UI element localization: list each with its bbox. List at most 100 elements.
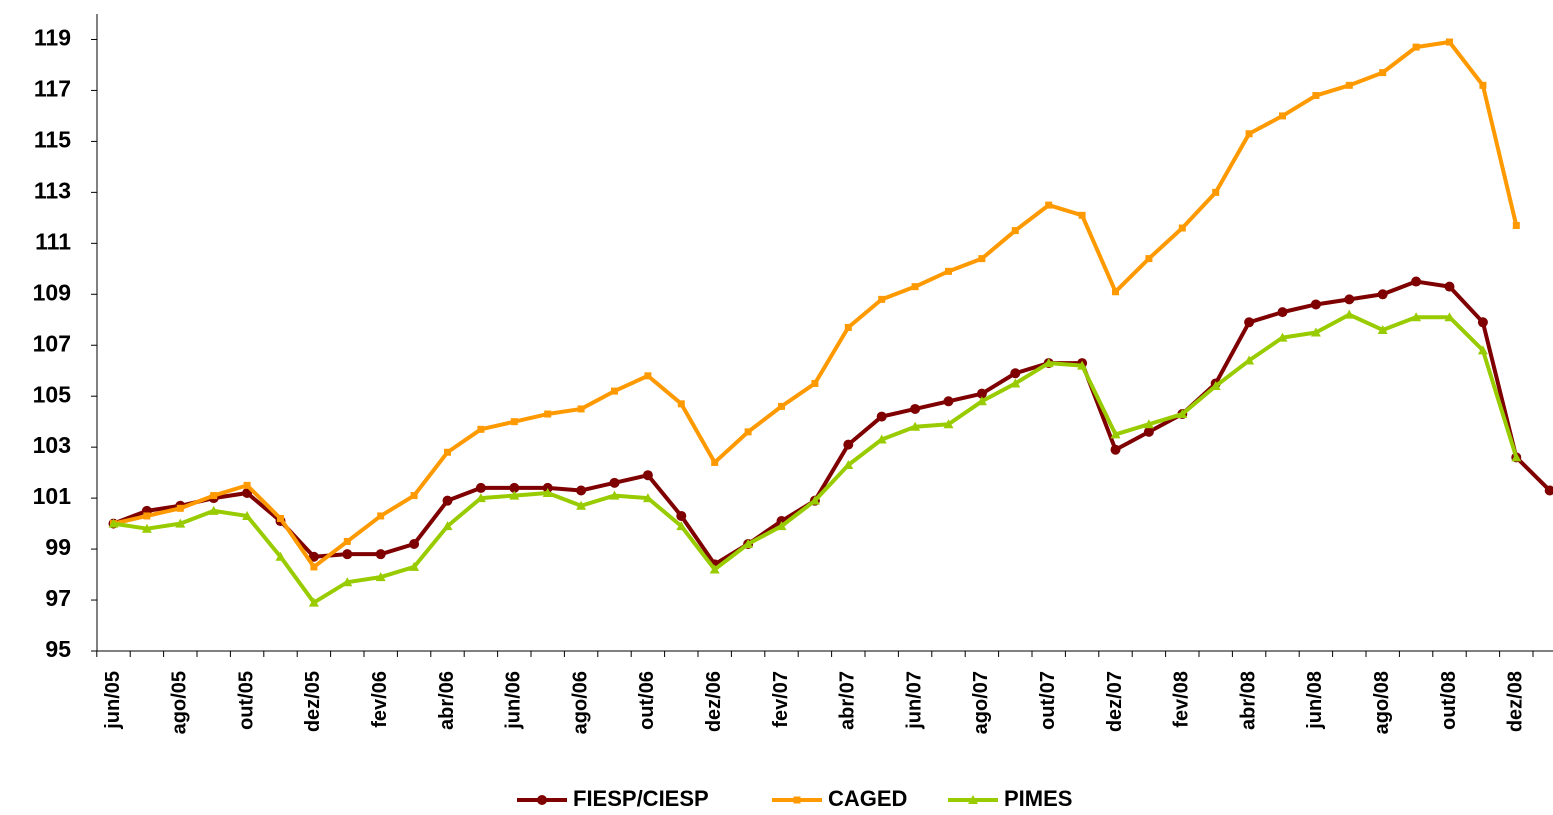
data-point	[477, 425, 485, 433]
data-point	[108, 518, 119, 528]
legend-label: FIESP/CIESP	[573, 786, 709, 811]
x-tick-label: jun/07	[903, 671, 925, 730]
data-point	[409, 561, 420, 571]
data-point	[644, 372, 652, 380]
data-point	[377, 512, 385, 520]
y-tick-label: 109	[33, 279, 71, 305]
data-point	[1377, 324, 1388, 334]
x-tick-label: jun/06	[503, 671, 525, 730]
data-point	[642, 493, 653, 503]
data-point	[243, 481, 251, 489]
x-tick-label: dez/06	[703, 671, 725, 732]
data-point	[1177, 409, 1188, 419]
data-point	[843, 459, 854, 469]
data-point	[1411, 312, 1422, 322]
y-tick-label: 105	[33, 381, 72, 407]
data-point	[210, 492, 218, 500]
data-point	[878, 295, 886, 303]
data-point	[978, 255, 986, 263]
data-point	[1110, 429, 1121, 439]
data-point	[1210, 381, 1221, 391]
data-point	[976, 396, 987, 406]
data-point	[308, 551, 319, 562]
data-point	[1212, 188, 1220, 196]
data-point	[1477, 345, 1488, 355]
data-point	[577, 405, 585, 413]
legend-marker	[793, 796, 801, 804]
data-point	[442, 495, 453, 506]
data-point	[811, 379, 819, 387]
data-point	[410, 492, 418, 500]
legend-marker	[968, 795, 978, 804]
data-point	[1244, 355, 1255, 365]
x-tick-label: ago/06	[569, 671, 591, 734]
data-point	[1112, 288, 1119, 296]
data-point	[1412, 43, 1420, 51]
y-tick-label: 119	[34, 25, 71, 51]
data-point	[1479, 81, 1487, 89]
data-point	[1145, 255, 1153, 263]
data-point	[1244, 317, 1255, 328]
data-point	[1379, 69, 1387, 77]
data-point	[1310, 299, 1321, 310]
data-point	[1245, 130, 1253, 138]
data-point	[676, 521, 687, 531]
data-point	[677, 400, 685, 408]
series-line	[113, 40, 1519, 569]
data-point	[1010, 378, 1021, 388]
data-point	[308, 597, 319, 607]
x-tick-label: abr/08	[1237, 671, 1259, 730]
data-point	[809, 495, 820, 505]
data-point	[542, 488, 553, 498]
x-tick-label: out/07	[1037, 671, 1059, 730]
data-point	[676, 510, 687, 521]
data-point	[743, 538, 754, 548]
data-point	[911, 283, 919, 291]
data-point	[843, 439, 854, 450]
data-point	[1444, 281, 1455, 292]
data-point	[876, 434, 887, 444]
data-point	[1511, 452, 1522, 462]
data-point	[844, 323, 852, 331]
data-point	[1345, 81, 1353, 89]
data-point	[1077, 360, 1088, 370]
data-point	[1377, 289, 1388, 300]
data-point	[342, 577, 353, 587]
data-point	[609, 477, 620, 488]
x-tick-label: out/05	[235, 671, 257, 730]
x-tick-label: fev/08	[1171, 671, 1193, 728]
data-point	[910, 403, 921, 414]
data-point	[1279, 112, 1286, 120]
data-point	[1045, 201, 1053, 209]
data-point	[910, 421, 921, 431]
data-point	[444, 448, 451, 456]
data-point	[776, 521, 787, 531]
y-tick-label: 111	[35, 228, 71, 254]
data-point	[1544, 485, 1553, 496]
data-point	[1010, 368, 1021, 379]
y-tick-label: 99	[45, 534, 71, 560]
data-point	[1178, 224, 1186, 232]
data-point	[609, 490, 620, 500]
x-tick-label: jun/05	[102, 671, 124, 730]
data-point	[277, 515, 284, 523]
x-tick-label: out/08	[1438, 671, 1460, 730]
data-point	[475, 493, 486, 503]
data-point	[343, 537, 351, 545]
data-point	[1277, 332, 1288, 342]
data-point	[1078, 211, 1086, 219]
data-point	[576, 500, 587, 510]
x-tick-label: dez/07	[1104, 671, 1126, 732]
x-tick-label: ago/08	[1371, 671, 1393, 734]
data-point	[1310, 327, 1321, 337]
data-point	[1344, 294, 1355, 305]
legend-label: CAGED	[828, 786, 907, 811]
x-tick-label: abr/06	[436, 671, 458, 730]
data-point	[876, 411, 887, 422]
data-point	[1011, 227, 1019, 235]
data-point	[1446, 38, 1453, 46]
data-point	[242, 510, 253, 520]
data-point	[1277, 307, 1288, 318]
data-point	[141, 523, 152, 533]
